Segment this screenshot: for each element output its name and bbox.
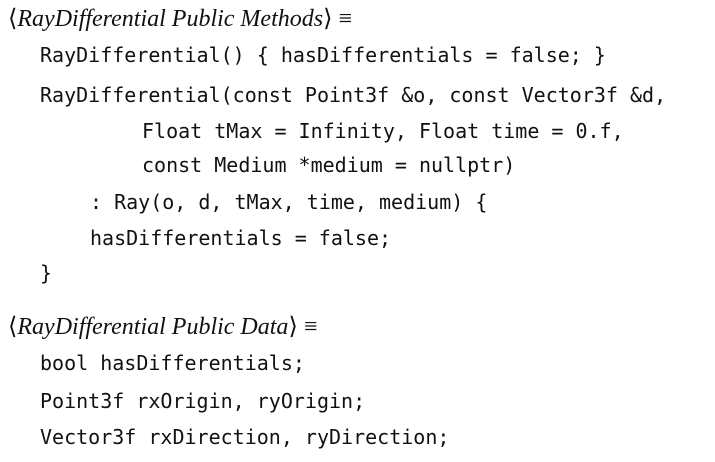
code-line: }	[40, 261, 53, 285]
code-line: Vector3f rxDirection, ryDirection;	[40, 425, 450, 449]
code-line: RayDifferential() { hasDifferentials = f…	[40, 43, 606, 67]
code-line: : Ray(o, d, tMax, time, medium) {	[90, 190, 488, 214]
title-equiv-symbol: ≡	[338, 6, 353, 32]
title-open-angle: ⟨	[8, 314, 18, 340]
title-open-angle: ⟨	[8, 6, 18, 32]
code-line: const Medium *medium = nullptr)	[142, 153, 516, 177]
code-line: Point3f rxOrigin, ryOrigin;	[40, 389, 366, 413]
code-line: bool hasDifferentials;	[40, 351, 305, 375]
fragment-title-public-data: ⟨RayDifferential Public Data⟩ ≡	[8, 310, 317, 344]
title-equiv-symbol: ≡	[303, 314, 318, 340]
title-name: RayDifferential Public Methods	[17, 6, 324, 32]
title-name: RayDifferential Public Data	[17, 314, 289, 340]
fragment-title-public-methods: ⟨RayDifferential Public Methods⟩ ≡	[8, 2, 352, 36]
code-line: RayDifferential(const Point3f &o, const …	[40, 83, 667, 107]
code-line: hasDifferentials = false;	[90, 226, 392, 250]
title-close-angle: ⟩	[323, 6, 333, 32]
code-line: Float tMax = Infinity, Float time = 0.f,	[142, 119, 624, 143]
title-close-angle: ⟩	[288, 314, 298, 340]
